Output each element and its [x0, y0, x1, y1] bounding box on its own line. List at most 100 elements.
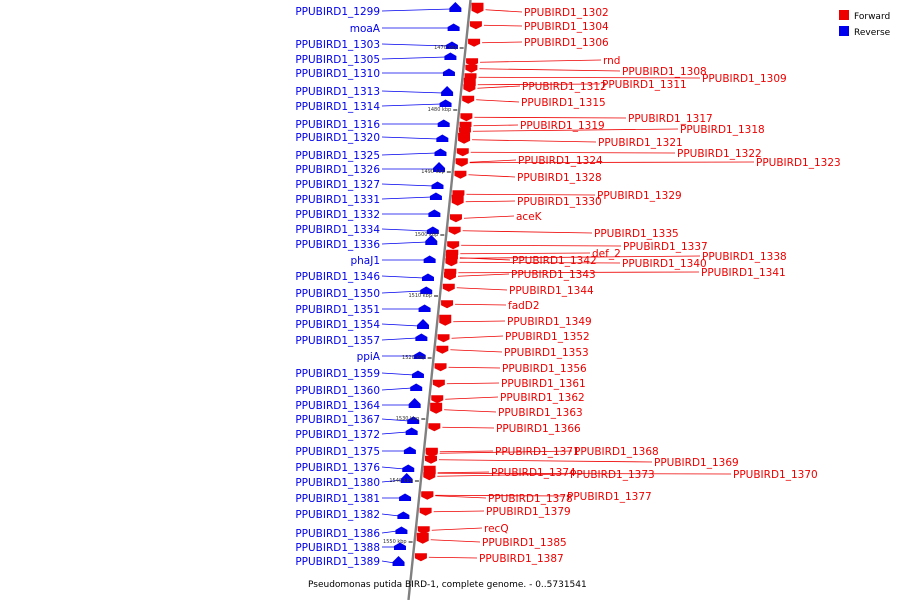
reverse-gene-label: PPUBIRD1_1316 [295, 119, 380, 131]
forward-gene-arrow [458, 132, 471, 144]
forward-leader-line [477, 83, 601, 86]
forward-gene-label: PPUBIRD1_1349 [507, 316, 592, 328]
reverse-gene-arrow [402, 464, 415, 472]
forward-leader-line [472, 139, 597, 143]
forward-gene-label: PPUBIRD1_1353 [504, 347, 589, 359]
reverse-leader-line [381, 90, 444, 94]
reverse-gene-label: PPUBIRD1_1364 [295, 400, 380, 412]
tick-label: 1530 kbp [396, 416, 420, 422]
reverse-leader-line [381, 183, 434, 187]
forward-gene-label: PPUBIRD1_1373 [570, 469, 655, 481]
forward-gene-label: rnd [603, 55, 620, 67]
reverse-gene-label: PPUBIRD1_1350 [295, 288, 380, 300]
reverse-gene-arrow [423, 255, 436, 263]
forward-leader-line [431, 527, 483, 531]
forward-leader-line [430, 539, 481, 543]
forward-leader-line [451, 335, 504, 339]
reverse-gene-label: PPUBIRD1_1346 [295, 271, 380, 283]
forward-gene-label: PPUBIRD1_1308 [622, 66, 707, 78]
forward-gene-arrow [455, 158, 468, 167]
forward-gene-label: PPUBIRD1_1338 [702, 251, 787, 263]
gene-features [392, 2, 484, 566]
legend: Forward Reverse [839, 10, 891, 38]
forward-gene-arrow [454, 170, 467, 179]
forward-leader-line [472, 128, 679, 132]
reverse-gene-label: PPUBIRD1_1305 [295, 54, 380, 66]
legend-forward-swatch [839, 10, 849, 20]
reverse-gene-arrow [439, 99, 452, 107]
forward-leader-line [439, 450, 494, 453]
forward-gene-label: PPUBIRD1_1379 [486, 506, 571, 518]
forward-leader-line [477, 85, 521, 89]
leader-lines [381, 8, 755, 564]
reverse-gene-arrow [403, 446, 416, 454]
forward-gene-label: PPUBIRD1_1304 [524, 21, 609, 33]
reverse-gene-arrow [395, 526, 408, 534]
tick-label: 1510 kbp [408, 293, 432, 299]
forward-leader-line [459, 255, 701, 259]
gene-labels: PPUBIRD1_1299 moaA PPUBIRD1_1303 PPUBIRD1_1… [295, 6, 840, 568]
forward-leader-line [435, 495, 487, 499]
reverse-gene-label: PPUBIRD1_1336 [295, 239, 380, 251]
reverse-gene-label: PPUBIRD1_1360 [295, 385, 380, 397]
reverse-leader-line [381, 196, 432, 200]
forward-gene-label: fadD2 [508, 300, 540, 312]
reverse-leader-line [381, 513, 400, 517]
reverse-gene-label: PPUBIRD1_1313 [295, 86, 380, 98]
reverse-gene-arrow [449, 2, 462, 12]
reverse-gene-label: PPUBIRD1_1354 [295, 319, 380, 331]
forward-gene-arrow [421, 491, 434, 500]
reverse-gene-arrow [426, 226, 439, 234]
forward-gene-label: PPUBIRD1_1378 [488, 493, 573, 505]
forward-gene-arrow [430, 402, 443, 414]
genome-backbone [407, 0, 472, 600]
forward-gene-label: PPUBIRD1_1337 [623, 241, 708, 253]
forward-gene-label: PPUBIRD1_1363 [498, 407, 583, 419]
reverse-leader-line [381, 103, 442, 107]
reverse-gene-arrow [431, 181, 444, 189]
forward-leader-line [463, 215, 515, 219]
forward-gene-label: PPUBIRD1_1317 [628, 113, 713, 125]
reverse-gene-arrow [436, 134, 449, 142]
reverse-gene-arrow [392, 556, 405, 566]
reverse-leader-line [381, 431, 408, 435]
forward-leader-line [480, 59, 602, 63]
reverse-leader-line [381, 228, 429, 232]
forward-gene-label: PPUBIRD1_1312 [522, 81, 607, 93]
reverse-gene-label: phaJ1 [350, 255, 380, 267]
forward-gene-label: PPUBIRD1_1387 [479, 553, 564, 565]
forward-leader-line [442, 426, 495, 429]
backbone-line [407, 0, 472, 600]
reverse-gene-label: PPUBIRD1_1299 [295, 6, 380, 18]
reverse-leader-line [381, 56, 447, 60]
forward-leader-line [460, 252, 591, 255]
legend-reverse-label: Reverse [854, 28, 891, 38]
reverse-gene-label: PPUBIRD1_1380 [295, 477, 380, 489]
forward-leader-line [462, 230, 593, 234]
forward-leader-line [450, 349, 503, 353]
reverse-gene-label: PPUBIRD1_1372 [295, 429, 380, 441]
forward-leader-line [448, 366, 501, 369]
forward-gene-label: PPUBIRD1_1369 [654, 457, 739, 469]
forward-gene-label: def_2 [592, 248, 621, 260]
forward-gene-arrow [471, 2, 484, 14]
reverse-leader-line [381, 418, 410, 422]
forward-gene-label: PPUBIRD1_1318 [680, 124, 765, 136]
forward-leader-line [473, 124, 519, 127]
forward-leader-line [437, 471, 490, 474]
reverse-gene-arrow [397, 511, 410, 519]
reverse-gene-label: PPUBIRD1_1331 [295, 194, 380, 206]
forward-gene-arrow [416, 532, 429, 544]
forward-leader-line [461, 244, 622, 247]
forward-gene-label: PPUBIRD1_1362 [500, 392, 585, 404]
tick-label: 1520 kbp [402, 355, 426, 361]
forward-gene-label: PPUBIRD1_1368 [574, 446, 659, 458]
forward-gene-arrow [448, 226, 461, 235]
forward-gene-label: PPUBIRD1_1385 [482, 537, 567, 549]
tick-label: 1540 kbp [389, 478, 413, 484]
forward-gene-arrow [439, 314, 452, 326]
forward-gene-label: PPUBIRD1_1344 [509, 285, 594, 297]
forward-leader-line [439, 450, 573, 454]
reverse-gene-label: PPUBIRD1_1376 [295, 462, 380, 474]
forward-gene-label: PPUBIRD1_1315 [521, 97, 606, 109]
